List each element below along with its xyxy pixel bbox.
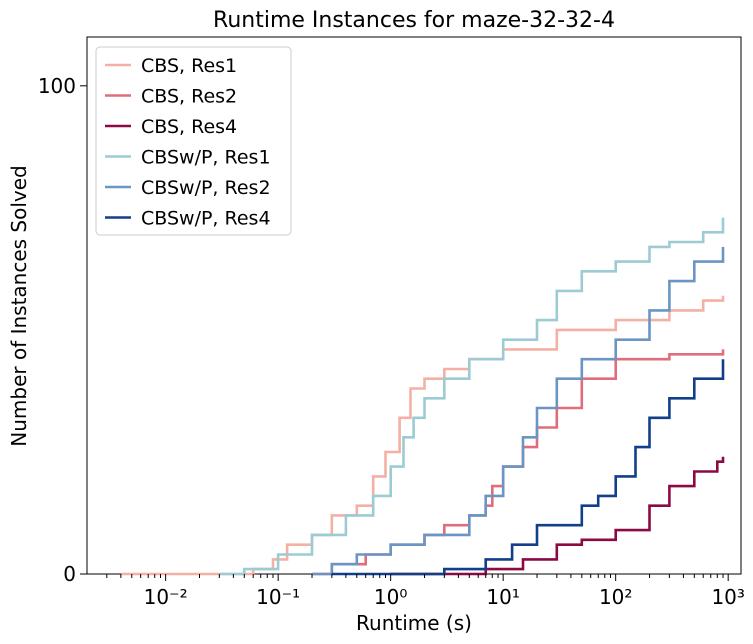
y-axis-ticks: 0 100 [38,74,87,586]
legend-box [95,46,292,236]
y-tick-label: 0 [63,562,76,586]
x-tick-label: 10¹ [486,585,519,609]
x-tick-label: 10⁻¹ [256,585,300,609]
series-line-5 [312,246,725,576]
x-axis-ticks: 10⁻² 10⁻¹ 10⁰ 10¹ 10² 10³ [106,574,745,609]
x-tick-label: 10² [599,585,632,609]
legend-label-6: CBSw/P, Res4 [141,208,271,230]
legend-label-4: CBSw/P, Res1 [141,147,271,169]
legend-label-3: CBS, Res4 [141,116,237,138]
series-line-4 [219,217,725,576]
legend: CBS, Res1 CBS, Res2 CBS, Res4 CBSw/P, Res1 C… [95,46,292,236]
series-line-1 [120,295,725,576]
series-line-2 [312,349,725,576]
x-tick-label: 10⁻² [144,585,188,609]
x-tick-label: 10³ [711,585,744,609]
y-axis-label: Number of Instances Solved [7,165,31,447]
chart-title: Runtime Instances for maze-32-32-4 [213,8,615,33]
legend-label-2: CBS, Res2 [141,86,237,108]
y-tick-label: 100 [38,74,76,98]
x-axis-label: Runtime (s) [356,611,472,635]
legend-label-1: CBS, Res1 [141,55,237,77]
x-tick-label: 10⁰ [374,585,407,609]
series-layer [120,217,725,576]
legend-label-5: CBSw/P, Res2 [141,177,271,199]
series-line-6 [331,359,725,576]
series-line-3 [390,456,725,576]
